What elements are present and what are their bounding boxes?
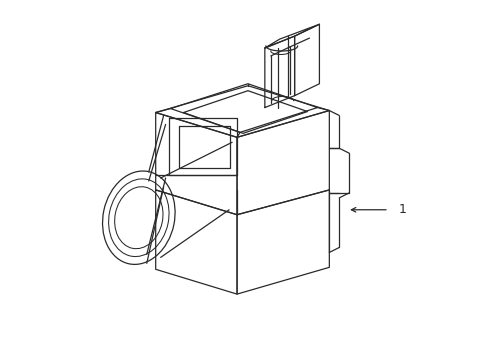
Text: 1: 1	[399, 203, 407, 216]
